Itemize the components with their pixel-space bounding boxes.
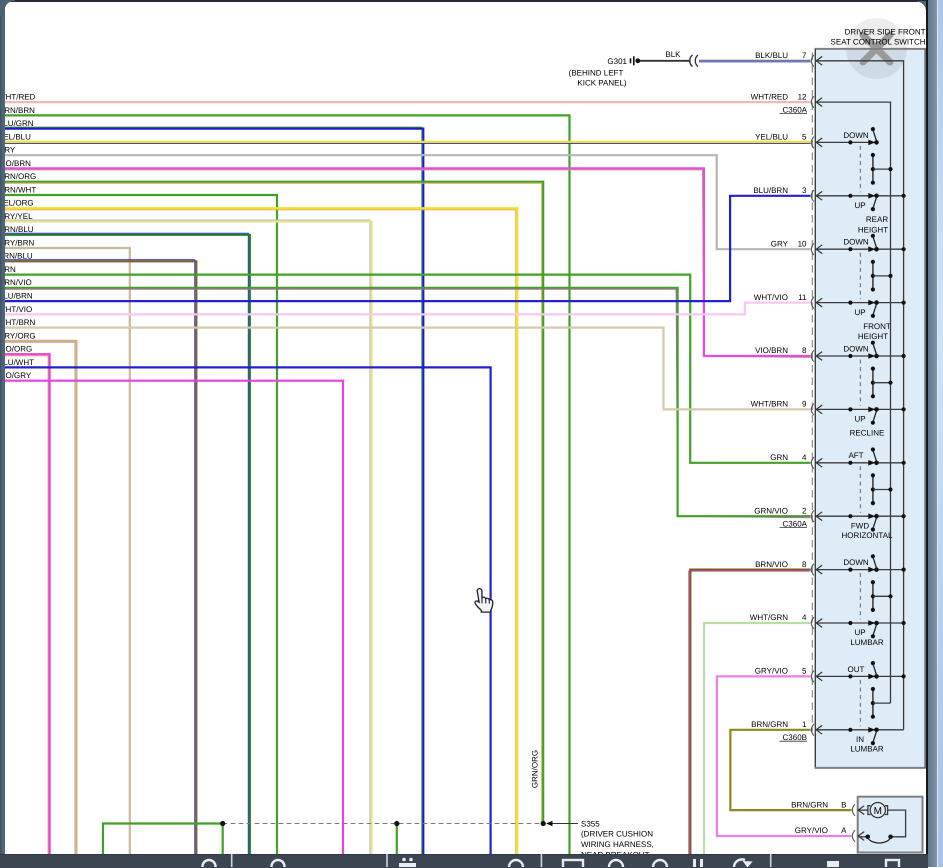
svg-text:GRN/ORG: GRN/ORG bbox=[531, 750, 540, 788]
svg-text:OUT: OUT bbox=[848, 665, 865, 674]
svg-text:11: 11 bbox=[798, 293, 807, 302]
svg-text:GRN/BLU: GRN/BLU bbox=[0, 225, 34, 234]
svg-text:VIO/BRN: VIO/BRN bbox=[755, 346, 788, 355]
svg-text:1: 1 bbox=[802, 720, 807, 729]
svg-text:BLU/BRN: BLU/BRN bbox=[753, 186, 788, 195]
svg-text:(BEHIND LEFT: (BEHIND LEFT bbox=[569, 69, 624, 78]
svg-text:HORIZONTAL: HORIZONTAL bbox=[842, 531, 894, 540]
svg-text:5: 5 bbox=[802, 667, 807, 676]
svg-text:4: 4 bbox=[802, 453, 807, 462]
svg-text:YEL/ORG: YEL/ORG bbox=[0, 199, 34, 208]
svg-text:WHT/VIO: WHT/VIO bbox=[0, 305, 32, 314]
svg-text:8: 8 bbox=[802, 346, 807, 355]
svg-text:10: 10 bbox=[798, 239, 807, 248]
svg-text:GRN: GRN bbox=[0, 265, 16, 274]
svg-text:VIO/BRN: VIO/BRN bbox=[0, 159, 31, 168]
svg-text:VIO/ORG: VIO/ORG bbox=[0, 345, 32, 354]
svg-text:GRY/VIO: GRY/VIO bbox=[755, 667, 788, 676]
svg-text:FRONT: FRONT bbox=[863, 322, 891, 331]
svg-text:DOWN: DOWN bbox=[843, 131, 869, 140]
svg-text:(DRIVER CUSHION: (DRIVER CUSHION bbox=[581, 830, 653, 839]
svg-text:SEAT CONTROL SWITCH: SEAT CONTROL SWITCH bbox=[831, 38, 926, 47]
svg-text:HEIGHT: HEIGHT bbox=[858, 332, 888, 341]
svg-text:GRY: GRY bbox=[771, 239, 789, 248]
svg-text:AFT: AFT bbox=[848, 451, 863, 460]
svg-text:LUMBAR: LUMBAR bbox=[850, 745, 884, 754]
svg-text:C360A: C360A bbox=[783, 519, 808, 528]
svg-text:BRN/GRN: BRN/GRN bbox=[791, 800, 828, 809]
svg-text:UP: UP bbox=[854, 415, 865, 424]
svg-text:3: 3 bbox=[802, 186, 807, 195]
svg-text:WHT/RED: WHT/RED bbox=[0, 93, 36, 102]
svg-text:YEL/BLU: YEL/BLU bbox=[0, 132, 31, 141]
svg-text:B: B bbox=[841, 800, 846, 809]
svg-text:DOWN: DOWN bbox=[843, 238, 869, 247]
svg-text:WHT/GRN: WHT/GRN bbox=[750, 613, 788, 622]
svg-text:GRY/VIO: GRY/VIO bbox=[795, 826, 828, 835]
svg-text:GRN/VIO: GRN/VIO bbox=[0, 278, 32, 287]
svg-text:A: A bbox=[841, 826, 847, 835]
svg-text:12: 12 bbox=[798, 92, 807, 101]
svg-text:C360B: C360B bbox=[783, 733, 807, 742]
svg-text:BLU/GRN: BLU/GRN bbox=[0, 119, 34, 128]
svg-text:GRN/VIO: GRN/VIO bbox=[754, 506, 788, 515]
svg-text:4: 4 bbox=[802, 613, 807, 622]
svg-text:BLK: BLK bbox=[665, 50, 681, 59]
svg-text:BLU/BRN: BLU/BRN bbox=[0, 291, 33, 300]
svg-text:IN: IN bbox=[856, 735, 864, 744]
svg-text:HEIGHT: HEIGHT bbox=[858, 225, 888, 234]
svg-text:RECLINE: RECLINE bbox=[850, 429, 885, 438]
svg-text:LUMBAR: LUMBAR bbox=[850, 638, 884, 647]
svg-text:GRN/WHT: GRN/WHT bbox=[0, 185, 36, 194]
svg-text:5: 5 bbox=[802, 133, 807, 142]
svg-text:BLK/BLU: BLK/BLU bbox=[755, 51, 788, 60]
svg-text:8: 8 bbox=[802, 560, 807, 569]
svg-text:FWD: FWD bbox=[851, 521, 869, 530]
svg-text:M: M bbox=[874, 806, 882, 817]
svg-text:GRY: GRY bbox=[0, 146, 16, 155]
svg-text:BRN/VIO: BRN/VIO bbox=[755, 560, 788, 569]
svg-text:7: 7 bbox=[802, 51, 807, 60]
svg-text:GRN: GRN bbox=[770, 453, 788, 462]
svg-text:9: 9 bbox=[802, 400, 807, 409]
svg-text:DOWN: DOWN bbox=[843, 344, 869, 353]
svg-text:BRN/GRN: BRN/GRN bbox=[751, 720, 788, 729]
svg-text:GRN/ORG: GRN/ORG bbox=[0, 172, 36, 181]
svg-text:WIRING HARNESS,: WIRING HARNESS, bbox=[581, 840, 654, 849]
svg-text:WHT/BRN: WHT/BRN bbox=[0, 318, 36, 327]
svg-text:BRN/BLU: BRN/BLU bbox=[0, 252, 33, 261]
svg-text:2: 2 bbox=[802, 506, 807, 515]
svg-text:G301: G301 bbox=[607, 57, 627, 66]
svg-text:YEL/BLU: YEL/BLU bbox=[755, 133, 788, 142]
svg-text:GRY/BRN: GRY/BRN bbox=[0, 238, 35, 247]
svg-text:UP: UP bbox=[854, 308, 865, 317]
svg-text:GRY/ORG: GRY/ORG bbox=[0, 331, 36, 340]
svg-text:UP: UP bbox=[854, 201, 865, 210]
svg-text:DOWN: DOWN bbox=[843, 558, 869, 567]
svg-text:DRIVER SIDE FRONT: DRIVER SIDE FRONT bbox=[845, 28, 926, 37]
svg-text:S355: S355 bbox=[581, 819, 600, 828]
svg-text:WHT/VIO: WHT/VIO bbox=[754, 293, 788, 302]
svg-text:WHT/RED: WHT/RED bbox=[751, 92, 789, 101]
svg-text:GRN/BRN: GRN/BRN bbox=[0, 106, 35, 115]
svg-text:C360A: C360A bbox=[783, 105, 808, 114]
svg-text:WHT/BRN: WHT/BRN bbox=[751, 400, 789, 409]
svg-text:GRY/YEL: GRY/YEL bbox=[0, 212, 33, 221]
svg-text:KICK PANEL): KICK PANEL) bbox=[577, 79, 627, 88]
svg-text:REAR: REAR bbox=[866, 215, 888, 224]
svg-text:UP: UP bbox=[854, 628, 865, 637]
svg-text:VIO/GRY: VIO/GRY bbox=[0, 371, 32, 380]
svg-text:BLU/WHT: BLU/WHT bbox=[0, 358, 34, 367]
